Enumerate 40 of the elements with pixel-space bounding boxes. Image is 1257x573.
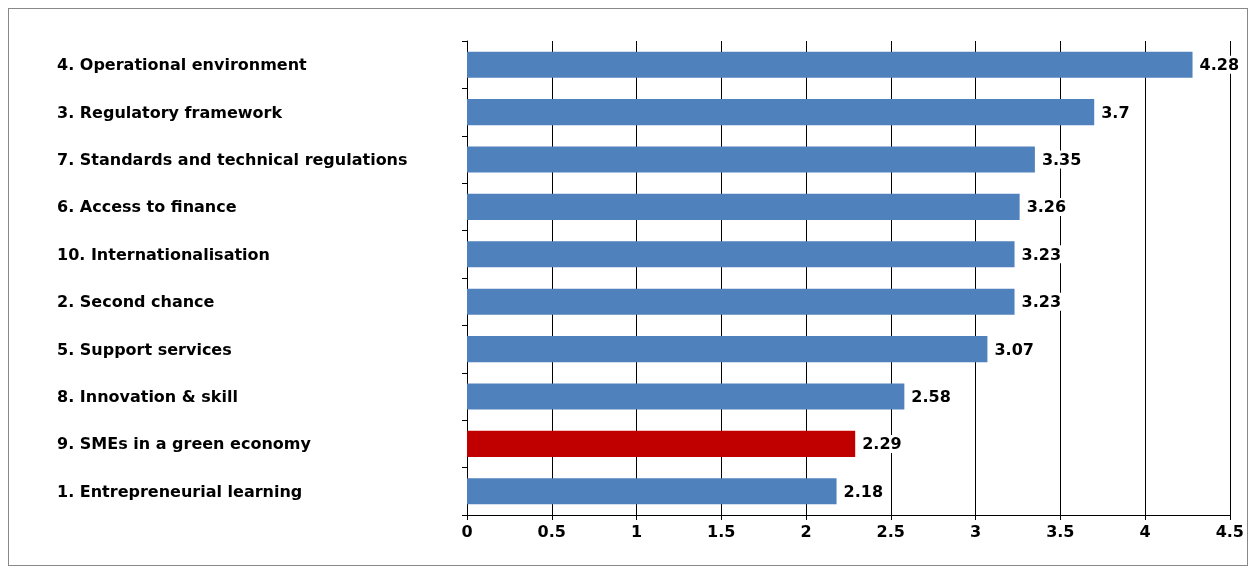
y-tick-label: 6. Access to finance bbox=[57, 197, 237, 217]
y-tick-label: 10. Internationalisation bbox=[57, 244, 270, 264]
data-label: 2.29 bbox=[862, 434, 902, 454]
x-tick-label: 3 bbox=[969, 521, 982, 541]
data-label: 3.23 bbox=[1021, 244, 1062, 264]
bar bbox=[467, 99, 1095, 126]
data-label: 2.58 bbox=[911, 387, 951, 406]
data-label: 3.26 bbox=[1026, 197, 1067, 217]
data-label: 3.23 bbox=[1021, 292, 1062, 312]
data-label: 4.28 bbox=[1199, 55, 1240, 75]
x-tick-label: 2 bbox=[800, 521, 812, 541]
y-tick-label: 3. Regulatory framework bbox=[57, 102, 283, 122]
y-tick-label: 5. Support services bbox=[57, 339, 232, 359]
bar bbox=[467, 146, 1035, 173]
y-tick-label: 9. SMEs in a green economy bbox=[57, 434, 312, 454]
y-tick-label: 4. Operational environment bbox=[57, 55, 308, 75]
x-tick-label: 4.5 bbox=[1215, 521, 1244, 541]
y-tick-label: 7. Standards and technical regulations bbox=[57, 150, 408, 169]
x-tick-label: 3.5 bbox=[1046, 521, 1075, 541]
y-tick-label: 1. Entrepreneurial learning bbox=[57, 481, 303, 501]
bar bbox=[467, 288, 1015, 315]
x-tick-label: 1 bbox=[630, 521, 643, 541]
x-tick-label: 0 bbox=[461, 521, 473, 541]
bar bbox=[467, 193, 1020, 220]
x-tick-label: 1.5 bbox=[707, 521, 736, 541]
bar bbox=[467, 241, 1015, 268]
x-tick-label: 0.5 bbox=[537, 521, 566, 541]
data-label: 3.07 bbox=[994, 339, 1034, 359]
data-label: 2.18 bbox=[843, 481, 884, 501]
data-label: 3.7 bbox=[1101, 102, 1130, 122]
y-tick-label: 2. Second chance bbox=[57, 292, 215, 312]
data-label: 3.35 bbox=[1041, 150, 1082, 169]
bar bbox=[467, 478, 837, 505]
bar bbox=[467, 336, 988, 363]
bar bbox=[467, 51, 1193, 78]
bar bbox=[467, 430, 856, 457]
y-tick-label: 8. Innovation & skill bbox=[57, 387, 238, 406]
x-tick-label: 2.5 bbox=[876, 521, 905, 541]
bar bbox=[467, 383, 905, 410]
x-tick-label: 4 bbox=[1139, 521, 1151, 541]
